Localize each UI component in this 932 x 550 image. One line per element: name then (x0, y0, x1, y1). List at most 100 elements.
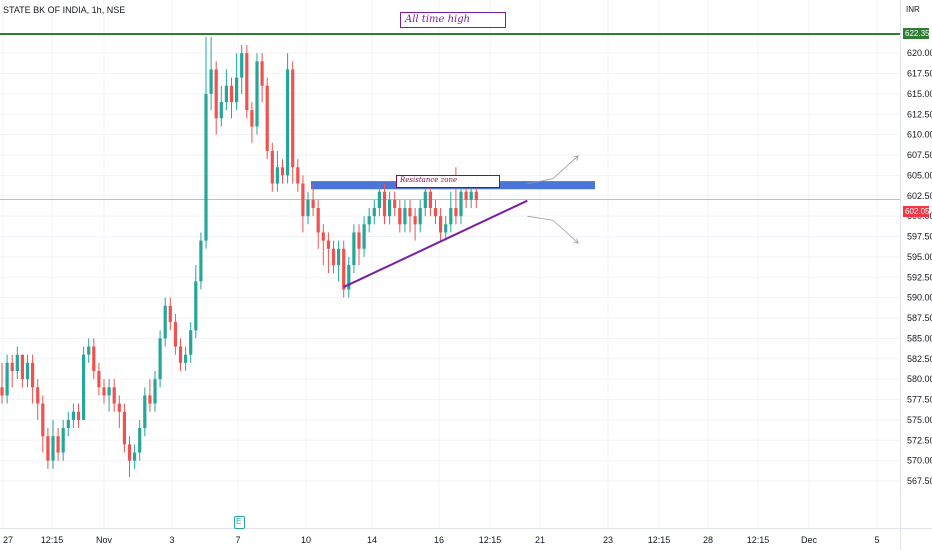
candle-body (291, 69, 295, 168)
candle-body (189, 330, 193, 355)
candle-body (439, 216, 443, 233)
y-tick-label: 615.00 (907, 89, 932, 99)
candle-body (209, 69, 213, 94)
candle-body (61, 428, 65, 453)
candle-body (418, 208, 422, 225)
currency-label: INR (906, 5, 920, 14)
ath-price-badge: 622.35 (903, 28, 929, 39)
candle-body (194, 281, 198, 331)
candle-body (51, 436, 55, 461)
y-tick-label: 592.50 (907, 272, 932, 282)
candle-body (357, 232, 361, 249)
y-tick-label: 580.00 (907, 374, 932, 384)
x-tick-label: 14 (367, 535, 377, 545)
candle-body (25, 362, 30, 380)
candle-body (316, 208, 320, 233)
projection-up-path (527, 155, 579, 184)
y-tick-label: 620.00 (907, 48, 932, 58)
resistance-zone-note[interactable]: Resistance zone (396, 175, 500, 188)
candle-body (428, 191, 432, 209)
candle-body (153, 379, 157, 404)
x-tick-label: 28 (703, 535, 713, 545)
candle-body (214, 69, 218, 119)
y-tick-label: 590.00 (907, 293, 932, 303)
candle-body (0, 387, 4, 396)
y-tick-label: 567.50 (907, 476, 932, 486)
candle-body (270, 150, 274, 184)
candle-body (31, 362, 35, 388)
candle-body (122, 411, 126, 445)
x-tick-label: 16 (434, 535, 444, 545)
x-tick-label: 7 (235, 535, 240, 545)
candle-body (444, 224, 448, 233)
candle-body (423, 191, 427, 209)
candle-body (204, 93, 208, 241)
candle-body (342, 248, 346, 290)
candle-body (148, 395, 152, 404)
x-tick-label: Nov (96, 535, 113, 545)
candle-body (82, 354, 86, 420)
candle-body (449, 208, 453, 225)
x-tick-label: 3 (169, 535, 174, 545)
ascending-trendline (343, 199, 528, 288)
candle-body (454, 208, 458, 217)
candle-body (326, 240, 330, 249)
candle-body (301, 183, 305, 217)
candle-body (245, 53, 249, 111)
resistance-zone-label: Resistance zone (400, 176, 458, 184)
candle-body (362, 224, 366, 249)
x-tick-label: 12:15 (747, 535, 770, 545)
candle-body (41, 403, 45, 437)
candle-body (255, 61, 259, 127)
all-time-high-note[interactable]: All time high (400, 12, 506, 28)
candle-body (393, 199, 397, 209)
candle-body (92, 346, 96, 372)
y-tick-label: 597.50 (907, 232, 932, 242)
candle-body (459, 191, 463, 217)
x-tick-label: 10 (301, 535, 311, 545)
candle-body (143, 395, 147, 429)
candle-body (127, 444, 132, 461)
earnings-icon: E (236, 517, 242, 526)
candle-body (199, 240, 203, 282)
candle-body (107, 387, 111, 396)
x-tick-label: 12:15 (479, 535, 502, 545)
candle-body (352, 232, 356, 266)
candle-body (56, 436, 60, 453)
candle-body (71, 411, 75, 420)
x-tick-label: 23 (603, 535, 613, 545)
earnings-marker[interactable]: E (234, 516, 245, 529)
candle-body (306, 199, 310, 217)
projection-up-path-arrowhead (573, 155, 579, 161)
y-tick-label: 572.50 (907, 435, 932, 445)
candle-body (413, 216, 417, 225)
last-price-label: 602.05 (905, 207, 930, 216)
candle-body (97, 371, 101, 388)
x-tick-label: 12:15 (648, 535, 671, 545)
all-time-high-label: All time high (405, 14, 471, 25)
candle-body (112, 387, 116, 404)
projection-down-path-arrowhead (573, 238, 579, 244)
candle-body (158, 338, 162, 380)
candle-body (168, 305, 172, 323)
candle-body (87, 346, 91, 355)
candle-body (398, 208, 402, 225)
candle-body (219, 102, 223, 119)
candle-body (76, 411, 81, 420)
y-tick-label: 607.50 (907, 150, 932, 160)
candle-body (433, 208, 438, 217)
candle-body (296, 167, 300, 184)
candle-body (474, 191, 478, 200)
candle-body (331, 248, 336, 266)
chart-title: STATE BK OF INDIA, 1h, NSE (3, 5, 126, 15)
candle-body (10, 362, 14, 372)
x-tick-label: 12:15 (41, 535, 64, 545)
y-tick-label: 610.00 (907, 130, 932, 140)
candle-body (337, 248, 341, 266)
candle-body (173, 322, 177, 347)
candle-body (367, 216, 371, 225)
y-tick-label: 585.00 (907, 333, 932, 343)
candle-body (275, 167, 279, 184)
